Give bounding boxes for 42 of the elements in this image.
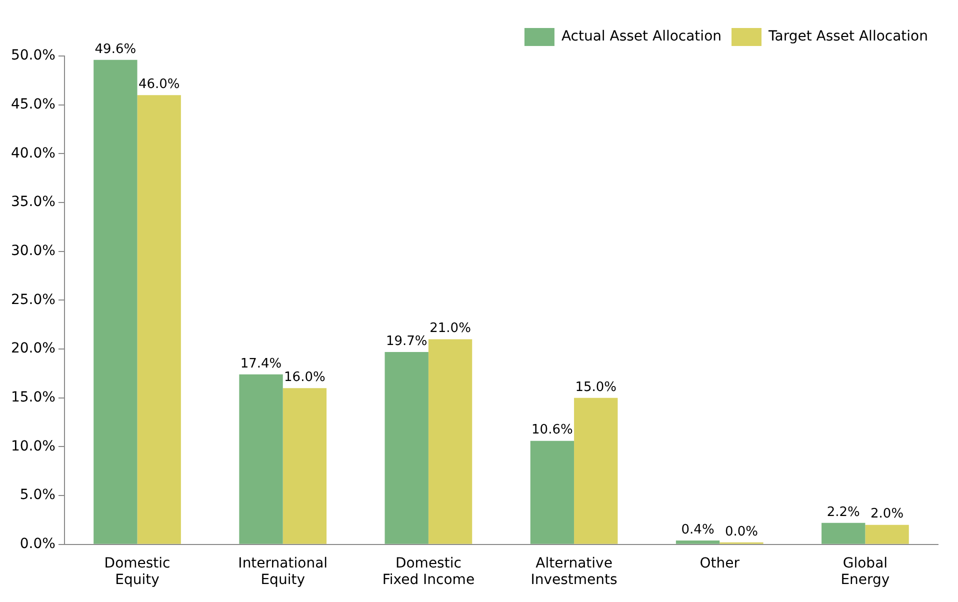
y-tick-label: 10.0% bbox=[10, 438, 56, 454]
data-label: 19.7% bbox=[386, 334, 428, 349]
y-tick-label: 15.0% bbox=[10, 390, 56, 406]
y-tick-label: 0.0% bbox=[20, 536, 56, 552]
bar bbox=[676, 540, 720, 544]
y-tick-label: 35.0% bbox=[10, 194, 56, 210]
data-label: 2.0% bbox=[870, 506, 904, 522]
data-label: 10.6% bbox=[532, 422, 573, 438]
data-label: 0.4% bbox=[681, 522, 714, 538]
bar bbox=[428, 339, 472, 544]
data-label: 46.0% bbox=[138, 76, 180, 92]
bar bbox=[282, 388, 327, 544]
y-tick-label: 45.0% bbox=[10, 96, 56, 112]
bar bbox=[865, 524, 909, 544]
y-tick-label: 25.0% bbox=[10, 292, 56, 308]
legend-label: Actual Asset Allocation bbox=[561, 28, 722, 45]
data-label: 49.6% bbox=[94, 42, 136, 57]
bar bbox=[384, 352, 428, 544]
bar bbox=[530, 440, 574, 544]
x-tick-label: Other bbox=[700, 555, 740, 572]
data-label: 21.0% bbox=[430, 321, 471, 336]
bar bbox=[94, 60, 138, 544]
y-tick-label: 20.0% bbox=[10, 340, 56, 357]
bar bbox=[574, 398, 618, 544]
data-label: 15.0% bbox=[575, 380, 617, 395]
bar bbox=[822, 522, 866, 544]
x-tick-label: Domestic Equity bbox=[104, 555, 170, 588]
legend-label: Target Asset Allocation bbox=[768, 28, 928, 45]
y-tick-label: 30.0% bbox=[10, 243, 56, 259]
x-tick-label: Alternative Investments bbox=[530, 555, 618, 588]
x-tick-label: Global Energy bbox=[840, 555, 890, 588]
y-tick-label: 40.0% bbox=[10, 145, 56, 162]
data-label: 2.2% bbox=[826, 504, 860, 520]
y-tick-label: 5.0% bbox=[20, 487, 56, 504]
x-tick-label: International Equity bbox=[238, 555, 328, 588]
bar bbox=[137, 95, 181, 544]
x-tick-label: Domestic Fixed Income bbox=[382, 555, 475, 588]
bar bbox=[239, 374, 283, 544]
y-tick-label: 50.0% bbox=[10, 48, 56, 64]
data-label: 16.0% bbox=[284, 370, 326, 385]
data-label: 0.0% bbox=[724, 524, 758, 540]
data-label: 17.4% bbox=[240, 356, 282, 372]
